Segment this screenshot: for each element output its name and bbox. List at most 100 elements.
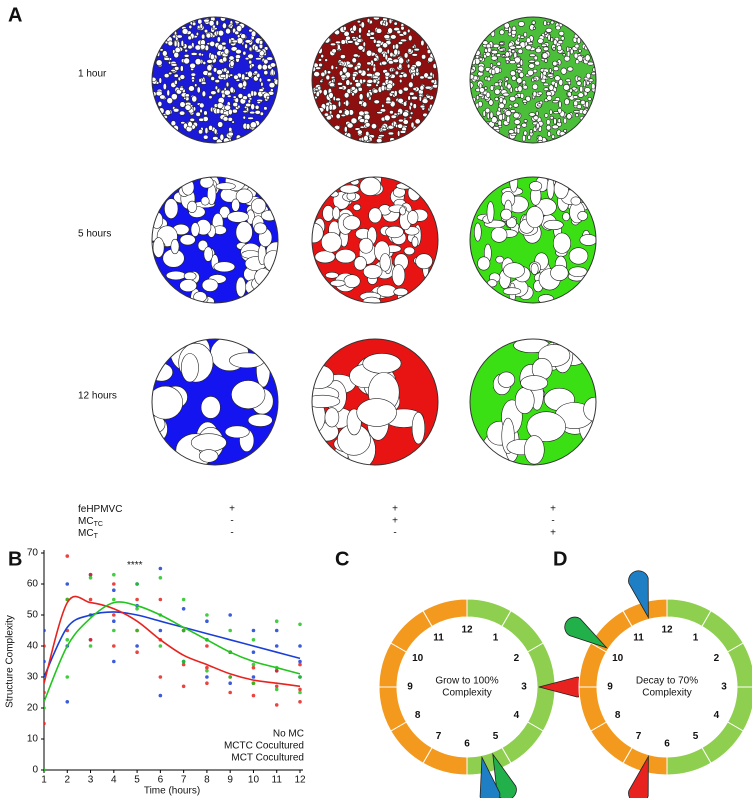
network-hole xyxy=(560,36,565,41)
network-hole xyxy=(547,131,552,137)
scatter-point xyxy=(158,566,163,571)
scatter-point xyxy=(158,597,163,602)
scatter-point xyxy=(44,659,46,664)
network-hole xyxy=(357,45,364,51)
network-hole xyxy=(492,43,500,48)
network-hole xyxy=(225,28,231,35)
clock-pin xyxy=(628,755,649,798)
network-hole xyxy=(555,25,561,31)
network-hole xyxy=(254,109,261,115)
network-hole xyxy=(544,58,548,63)
network-hole xyxy=(419,104,426,109)
row-label: 5 hours xyxy=(78,229,111,240)
network-hole xyxy=(553,39,558,46)
network-hole xyxy=(516,124,522,129)
network-hole xyxy=(345,35,351,41)
scatter-point xyxy=(274,703,279,707)
condition-sign: - xyxy=(393,528,396,539)
network-hole xyxy=(537,38,544,44)
network-hole xyxy=(362,78,367,83)
network-hole xyxy=(206,64,213,72)
network-hole xyxy=(407,210,419,225)
network-hole xyxy=(215,182,236,191)
network-hole xyxy=(550,20,555,25)
network-hole xyxy=(330,64,335,71)
network-hole xyxy=(208,125,213,131)
network-hole xyxy=(398,63,403,69)
network-hole xyxy=(183,271,197,281)
scatter-point xyxy=(44,644,46,648)
network-hole xyxy=(213,261,236,273)
network-hole xyxy=(410,73,414,80)
network-hole xyxy=(385,225,404,239)
network-hole xyxy=(337,100,342,108)
scatter-point xyxy=(298,622,302,627)
scatter-point xyxy=(112,597,116,602)
network-hole xyxy=(176,34,183,39)
network-hole xyxy=(552,232,572,254)
network-hole xyxy=(568,88,573,93)
network-hole xyxy=(393,90,398,97)
network-hole xyxy=(553,111,560,115)
network-hole xyxy=(208,95,213,100)
clock-segment xyxy=(590,610,633,653)
network-hole xyxy=(344,99,350,107)
network-hole xyxy=(209,40,216,47)
network-hole xyxy=(231,108,238,114)
network-hole xyxy=(508,129,515,134)
network-hole xyxy=(266,95,270,100)
network-hole xyxy=(520,93,525,99)
network-hole xyxy=(247,99,251,104)
network-hole xyxy=(407,48,412,53)
network-hole xyxy=(198,449,219,463)
network-hole xyxy=(195,31,199,37)
network-hole xyxy=(577,210,588,221)
scatter-point xyxy=(228,681,232,685)
clock-segment xyxy=(701,721,744,764)
clock-segment xyxy=(390,721,433,764)
network-hole xyxy=(562,53,566,57)
network-hole xyxy=(381,127,387,132)
network-outline xyxy=(311,16,439,144)
scatter-point xyxy=(112,582,116,586)
network-hole xyxy=(315,91,320,97)
network-hole xyxy=(411,236,419,248)
network-outline xyxy=(151,176,279,304)
panel-label: B xyxy=(8,548,22,570)
network-hole xyxy=(319,79,324,83)
network-hole xyxy=(558,79,564,86)
network-hole xyxy=(199,102,205,109)
network-hole xyxy=(172,108,180,113)
network-hole xyxy=(484,107,491,114)
network-hole xyxy=(152,385,184,420)
network-hole xyxy=(518,72,525,78)
network-hole xyxy=(208,19,215,27)
network-outline xyxy=(151,338,279,466)
network-hole xyxy=(222,22,227,29)
network-hole xyxy=(430,79,436,84)
network-hole xyxy=(370,123,377,130)
network-hole xyxy=(236,25,243,32)
network-hole xyxy=(258,77,263,83)
network-hole xyxy=(203,18,210,23)
network-hole xyxy=(386,48,390,55)
network-hole xyxy=(159,94,166,100)
network-hole xyxy=(266,56,274,61)
network-hole xyxy=(248,46,253,52)
network-image xyxy=(152,177,278,303)
network-hole xyxy=(270,68,275,76)
network-hole xyxy=(400,38,408,43)
network-hole xyxy=(411,53,418,57)
network-hole xyxy=(215,20,219,26)
network-hole xyxy=(362,101,368,108)
network-hole xyxy=(358,93,364,101)
network-hole xyxy=(237,93,244,99)
scatter-point xyxy=(228,675,232,679)
network-hole xyxy=(543,20,547,26)
network-hole xyxy=(170,93,178,101)
network-hole xyxy=(187,200,198,213)
network-hole xyxy=(586,80,590,86)
network-hole xyxy=(222,56,228,63)
network-hole xyxy=(408,34,413,42)
network-hole xyxy=(219,206,231,219)
